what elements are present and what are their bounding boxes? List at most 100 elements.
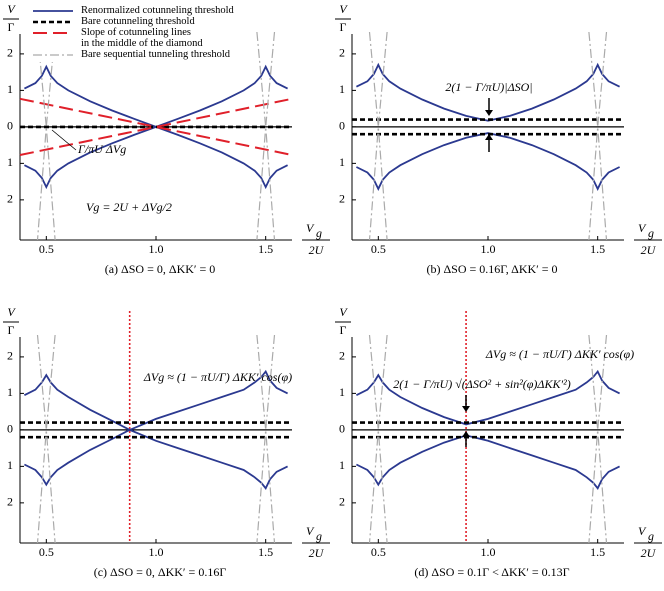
series-line — [588, 334, 608, 544]
series-line — [588, 31, 608, 241]
series-line — [368, 334, 388, 544]
caption: (a) ΔSO = 0, ΔKK′ = 0 — [105, 262, 216, 276]
arrow-head — [485, 110, 493, 116]
legend-entry: Renormalized cotunneling threshold — [31, 5, 234, 16]
x-tick-label: 1.5 — [258, 242, 273, 256]
x-label-num: V — [306, 524, 315, 538]
series-line — [23, 428, 288, 490]
x-label-sub: g — [648, 529, 654, 543]
series-line — [368, 31, 388, 241]
x-label-sub: g — [648, 226, 654, 240]
x-tick-label: 0.5 — [39, 545, 54, 559]
y-tick-label: 2 — [7, 349, 13, 363]
x-tick-label: 1.0 — [481, 242, 496, 256]
annotation: 2(1 − Γ/πU) √(ΔSO² + sin²(φ)ΔKK′²) — [393, 377, 570, 391]
y-tick-label: 1 — [7, 82, 13, 96]
y-tick-label: 1 — [339, 458, 345, 472]
series-line — [256, 334, 276, 544]
y-tick-label: 2 — [339, 46, 345, 60]
legend-swatch — [33, 32, 73, 34]
legend-swatch — [33, 20, 73, 24]
series-line — [355, 434, 620, 490]
series-line — [256, 334, 276, 544]
annotation-leader — [51, 129, 77, 151]
x-label-den: 2U — [309, 546, 325, 560]
x-tick-label: 1.0 — [149, 242, 164, 256]
series-line — [36, 334, 56, 544]
legend-entry: Slope of cotunneling lines in the middle… — [31, 27, 234, 49]
x-label-num: V — [638, 524, 647, 538]
legend-entry: Bare sequential tunneling threshold — [31, 49, 234, 60]
annotation: Vg = 2U + ΔVg/2 — [86, 200, 172, 214]
series-line — [368, 334, 388, 544]
legend-swatch — [33, 10, 73, 12]
x-label-den: 2U — [641, 546, 657, 560]
y-tick-label: 2 — [7, 46, 13, 60]
y-label-den: Γ — [8, 20, 15, 34]
legend-swatch — [33, 54, 73, 56]
x-tick-label: 0.5 — [371, 242, 386, 256]
y-tick-label: 1 — [339, 155, 345, 169]
arrow-head — [462, 406, 470, 412]
series-line — [36, 31, 56, 241]
x-tick-label: 0.5 — [371, 545, 386, 559]
y-tick-label: 1 — [7, 155, 13, 169]
y-tick-label: 1 — [7, 458, 13, 472]
series-line — [355, 369, 621, 426]
annotation: ΔVg ≈ (1 − πU/Γ) ΔKK′ cos(φ) — [485, 347, 634, 361]
series-line — [19, 97, 293, 156]
caption: (c) ΔSO = 0, ΔKK′ = 0.16Γ — [94, 565, 227, 579]
x-tick-label: 0.5 — [39, 242, 54, 256]
series-line — [355, 132, 621, 191]
y-tick-label: 1 — [7, 385, 13, 399]
y-label-num: V — [7, 305, 16, 319]
series-line — [256, 31, 276, 241]
caption: (b) ΔSO = 0.16Γ, ΔKK′ = 0 — [426, 262, 557, 276]
x-label-den: 2U — [309, 243, 325, 257]
x-label-den: 2U — [641, 243, 657, 257]
x-tick-label: 1.0 — [481, 545, 496, 559]
x-label-num: V — [638, 221, 647, 235]
y-label-num: V — [339, 2, 348, 16]
y-tick-label: 1 — [339, 385, 345, 399]
x-label-num: V — [306, 221, 315, 235]
y-tick-label: 2 — [339, 495, 345, 509]
x-tick-label: 1.5 — [590, 242, 605, 256]
y-tick-label: 0 — [339, 119, 345, 133]
x-label-sub: g — [316, 226, 322, 240]
legend-entry: Bare cotunneling threshold — [31, 16, 234, 27]
series-line — [36, 334, 56, 544]
annotation: 2(1 − Γ/πU)|ΔSO| — [445, 80, 532, 94]
series-line — [23, 125, 289, 190]
arrow-head — [485, 134, 493, 140]
annotation: ΔVg ≈ (1 − πU/Γ) ΔKK′ cos(φ) — [143, 370, 292, 384]
legend-label: Renormalized cotunneling threshold — [81, 5, 234, 16]
x-tick-label: 1.0 — [149, 545, 164, 559]
series-line — [256, 31, 276, 241]
x-tick-label: 1.5 — [258, 545, 273, 559]
y-tick-label: 0 — [7, 119, 13, 133]
y-tick-label: 0 — [339, 422, 345, 436]
y-tick-label: 0 — [7, 422, 13, 436]
y-label-den: Γ — [340, 20, 347, 34]
y-tick-label: 1 — [339, 82, 345, 96]
legend-label: Slope of cotunneling lines in the middle… — [81, 27, 203, 49]
legend-label: Bare cotunneling threshold — [81, 16, 195, 27]
series-line — [588, 31, 608, 241]
x-label-sub: g — [316, 529, 322, 543]
y-label-num: V — [339, 305, 348, 319]
y-tick-label: 2 — [339, 349, 345, 363]
x-tick-label: 1.5 — [590, 545, 605, 559]
legend: Renormalized cotunneling threshold Bare c… — [27, 3, 238, 62]
y-label-den: Γ — [8, 323, 15, 337]
arrow-head — [462, 431, 470, 437]
legend-label: Bare sequential tunneling threshold — [81, 49, 231, 60]
y-label-num: V — [7, 2, 16, 16]
caption: (d) ΔSO = 0.1Γ < ΔKK′ = 0.13Γ — [414, 565, 569, 579]
y-tick-label: 2 — [7, 192, 13, 206]
